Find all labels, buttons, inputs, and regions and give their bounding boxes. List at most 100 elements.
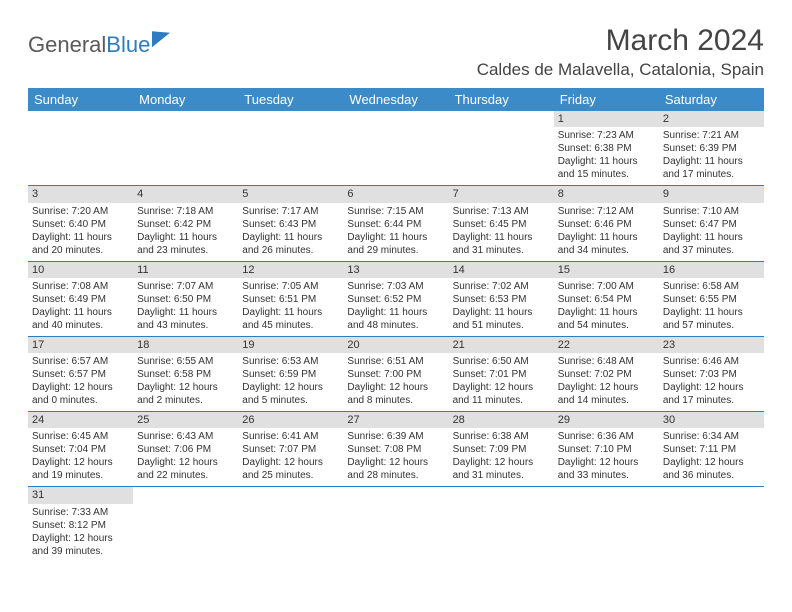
title-block: March 2024 Caldes de Malavella, Cataloni…	[477, 24, 764, 80]
day-daylight2: and 25 minutes.	[242, 469, 339, 482]
weekday-header: Saturday	[659, 88, 764, 111]
day-sunset: Sunset: 6:38 PM	[558, 142, 655, 155]
calendar-cell	[28, 111, 133, 186]
day-sunrise: Sunrise: 7:05 AM	[242, 280, 339, 293]
day-number: 4	[133, 186, 238, 202]
day-daylight2: and 43 minutes.	[137, 319, 234, 332]
calendar-cell: 5Sunrise: 7:17 AMSunset: 6:43 PMDaylight…	[238, 186, 343, 261]
calendar-cell: 29Sunrise: 6:36 AMSunset: 7:10 PMDayligh…	[554, 412, 659, 487]
calendar-cell	[554, 487, 659, 562]
day-number: 1	[554, 111, 659, 127]
weekday-header: Wednesday	[343, 88, 448, 111]
logo-text: GeneralBlue	[28, 32, 150, 58]
day-daylight2: and 29 minutes.	[347, 244, 444, 257]
day-sunset: Sunset: 7:00 PM	[347, 368, 444, 381]
day-sunrise: Sunrise: 7:08 AM	[32, 280, 129, 293]
calendar-cell: 20Sunrise: 6:51 AMSunset: 7:00 PMDayligh…	[343, 336, 448, 411]
calendar-cell	[449, 487, 554, 562]
day-sunset: Sunset: 7:01 PM	[453, 368, 550, 381]
day-daylight1: Daylight: 11 hours	[137, 306, 234, 319]
weekday-header: Friday	[554, 88, 659, 111]
day-daylight2: and 15 minutes.	[558, 168, 655, 181]
calendar-cell: 2Sunrise: 7:21 AMSunset: 6:39 PMDaylight…	[659, 111, 764, 186]
day-daylight1: Daylight: 12 hours	[137, 381, 234, 394]
day-sunrise: Sunrise: 6:53 AM	[242, 355, 339, 368]
day-sunrise: Sunrise: 6:34 AM	[663, 430, 760, 443]
day-daylight2: and 11 minutes.	[453, 394, 550, 407]
calendar-cell: 15Sunrise: 7:00 AMSunset: 6:54 PMDayligh…	[554, 261, 659, 336]
day-daylight1: Daylight: 11 hours	[32, 306, 129, 319]
calendar-cell: 16Sunrise: 6:58 AMSunset: 6:55 PMDayligh…	[659, 261, 764, 336]
day-number: 27	[343, 412, 448, 428]
day-sunset: Sunset: 6:54 PM	[558, 293, 655, 306]
day-sunrise: Sunrise: 6:38 AM	[453, 430, 550, 443]
day-number: 18	[133, 337, 238, 353]
day-sunrise: Sunrise: 7:15 AM	[347, 205, 444, 218]
day-sunrise: Sunrise: 6:43 AM	[137, 430, 234, 443]
day-sunset: Sunset: 7:04 PM	[32, 443, 129, 456]
day-sunset: Sunset: 6:46 PM	[558, 218, 655, 231]
day-sunset: Sunset: 6:50 PM	[137, 293, 234, 306]
day-daylight1: Daylight: 12 hours	[558, 381, 655, 394]
calendar-cell: 19Sunrise: 6:53 AMSunset: 6:59 PMDayligh…	[238, 336, 343, 411]
calendar-cell: 8Sunrise: 7:12 AMSunset: 6:46 PMDaylight…	[554, 186, 659, 261]
calendar-cell: 4Sunrise: 7:18 AMSunset: 6:42 PMDaylight…	[133, 186, 238, 261]
day-daylight2: and 2 minutes.	[137, 394, 234, 407]
day-number: 26	[238, 412, 343, 428]
calendar-cell: 11Sunrise: 7:07 AMSunset: 6:50 PMDayligh…	[133, 261, 238, 336]
day-daylight1: Daylight: 11 hours	[558, 231, 655, 244]
calendar-cell	[343, 487, 448, 562]
day-daylight1: Daylight: 11 hours	[347, 306, 444, 319]
day-sunset: Sunset: 6:57 PM	[32, 368, 129, 381]
day-daylight2: and 20 minutes.	[32, 244, 129, 257]
day-number: 21	[449, 337, 554, 353]
calendar-table: SundayMondayTuesdayWednesdayThursdayFrid…	[28, 88, 764, 562]
day-number: 30	[659, 412, 764, 428]
day-daylight2: and 5 minutes.	[242, 394, 339, 407]
day-number: 29	[554, 412, 659, 428]
day-sunset: Sunset: 6:58 PM	[137, 368, 234, 381]
calendar-cell: 21Sunrise: 6:50 AMSunset: 7:01 PMDayligh…	[449, 336, 554, 411]
day-daylight1: Daylight: 11 hours	[663, 231, 760, 244]
day-daylight1: Daylight: 11 hours	[558, 306, 655, 319]
day-number: 24	[28, 412, 133, 428]
calendar-cell: 1Sunrise: 7:23 AMSunset: 6:38 PMDaylight…	[554, 111, 659, 186]
day-daylight2: and 31 minutes.	[453, 469, 550, 482]
calendar-cell: 17Sunrise: 6:57 AMSunset: 6:57 PMDayligh…	[28, 336, 133, 411]
day-sunset: Sunset: 6:55 PM	[663, 293, 760, 306]
day-sunset: Sunset: 6:42 PM	[137, 218, 234, 231]
day-sunrise: Sunrise: 7:18 AM	[137, 205, 234, 218]
day-number: 16	[659, 262, 764, 278]
day-sunrise: Sunrise: 7:07 AM	[137, 280, 234, 293]
calendar-cell: 28Sunrise: 6:38 AMSunset: 7:09 PMDayligh…	[449, 412, 554, 487]
day-sunset: Sunset: 6:52 PM	[347, 293, 444, 306]
logo-text-2: Blue	[106, 32, 150, 57]
day-number: 10	[28, 262, 133, 278]
calendar-week-row: 24Sunrise: 6:45 AMSunset: 7:04 PMDayligh…	[28, 412, 764, 487]
calendar-week-row: 31Sunrise: 7:33 AMSunset: 8:12 PMDayligh…	[28, 487, 764, 562]
day-sunset: Sunset: 7:06 PM	[137, 443, 234, 456]
day-sunrise: Sunrise: 7:21 AM	[663, 129, 760, 142]
calendar-cell: 31Sunrise: 7:33 AMSunset: 8:12 PMDayligh…	[28, 487, 133, 562]
calendar-cell: 13Sunrise: 7:03 AMSunset: 6:52 PMDayligh…	[343, 261, 448, 336]
day-sunrise: Sunrise: 6:50 AM	[453, 355, 550, 368]
calendar-cell	[133, 111, 238, 186]
day-sunset: Sunset: 7:03 PM	[663, 368, 760, 381]
calendar-cell: 12Sunrise: 7:05 AMSunset: 6:51 PMDayligh…	[238, 261, 343, 336]
day-daylight1: Daylight: 12 hours	[137, 456, 234, 469]
weekday-header: Monday	[133, 88, 238, 111]
day-sunrise: Sunrise: 6:57 AM	[32, 355, 129, 368]
day-daylight2: and 45 minutes.	[242, 319, 339, 332]
day-daylight1: Daylight: 12 hours	[32, 532, 129, 545]
day-sunset: Sunset: 6:44 PM	[347, 218, 444, 231]
logo-flag-icon	[152, 29, 170, 48]
day-number: 25	[133, 412, 238, 428]
day-daylight2: and 57 minutes.	[663, 319, 760, 332]
day-sunrise: Sunrise: 7:03 AM	[347, 280, 444, 293]
weekday-header: Thursday	[449, 88, 554, 111]
day-daylight1: Daylight: 12 hours	[242, 456, 339, 469]
day-daylight1: Daylight: 12 hours	[347, 456, 444, 469]
day-sunrise: Sunrise: 6:48 AM	[558, 355, 655, 368]
day-sunset: Sunset: 7:10 PM	[558, 443, 655, 456]
day-daylight2: and 34 minutes.	[558, 244, 655, 257]
